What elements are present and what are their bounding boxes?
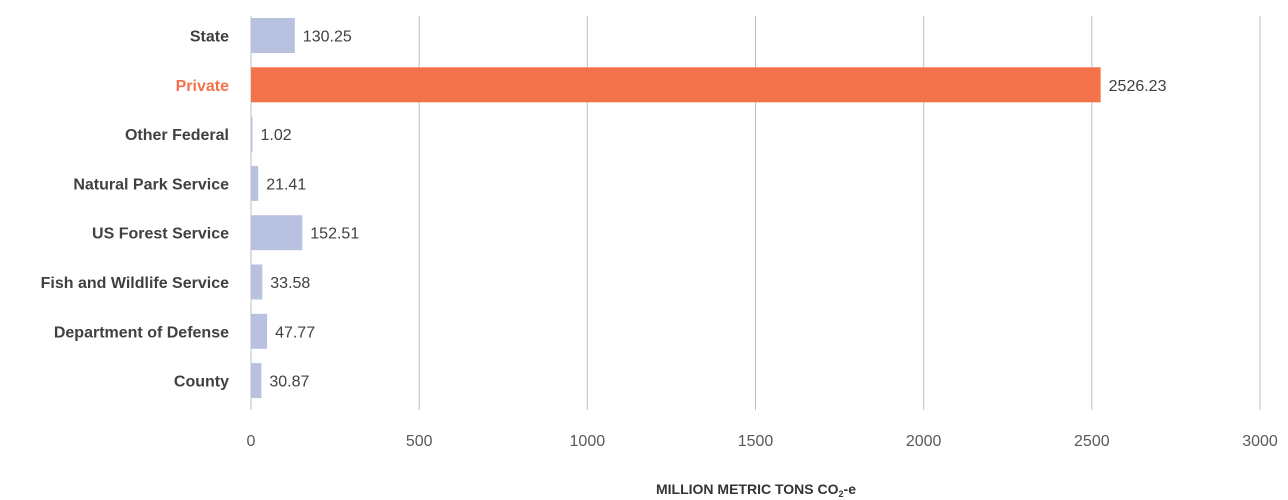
x-tick-label: 3000 [1242,433,1278,450]
value-label: 30.87 [269,374,309,391]
x-tick-label: 1500 [738,433,774,450]
x-tick-label: 2500 [1074,433,1110,450]
bar-county [251,363,262,399]
category-label: Private [176,78,229,95]
bar-other-federal [251,116,253,152]
x-tick-label: 2000 [906,433,942,450]
category-label: County [174,374,229,391]
x-tick-label: 0 [247,433,256,450]
value-label: 1.02 [261,127,292,144]
value-label: 152.51 [310,226,359,243]
x-tick-labels: 0 500 1000 1500 2000 2500 3000 [247,433,1278,450]
bars [251,18,1101,399]
value-label: 2526.23 [1109,78,1167,95]
bar-us-forest-service [251,215,303,251]
value-labels: 130.25 2526.23 1.02 21.41 152.51 33.58 47.77 30… [261,29,1167,391]
x-axis-title: MILLION METRIC TONS CO2-e [656,481,856,499]
x-tick-label: 1000 [570,433,606,450]
category-labels: State Private Other Federal Natural Park Se… [41,29,229,391]
value-label: 47.77 [275,324,315,341]
x-tick-label: 500 [406,433,433,450]
value-label: 33.58 [270,275,310,292]
value-label: 130.25 [303,29,352,46]
bar-state [251,18,295,53]
category-label: Fish and Wildlife Service [41,275,229,292]
category-label: Department of Defense [54,324,229,341]
category-label: State [190,29,229,46]
category-label: US Forest Service [92,226,229,243]
category-label: Natural Park Service [73,176,229,193]
bar-department-of-defense [251,313,268,349]
bar-private [251,67,1101,103]
bar-fish-and-wildlife-service [251,264,263,300]
bar-natural-park-service [251,165,259,201]
category-label: Other Federal [125,127,229,144]
value-label: 21.41 [266,176,306,193]
